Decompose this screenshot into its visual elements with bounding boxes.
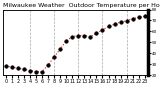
Text: Milwaukee Weather  Outdoor Temperature per Hour (Last 24 Hours): Milwaukee Weather Outdoor Temperature pe… <box>3 3 160 8</box>
